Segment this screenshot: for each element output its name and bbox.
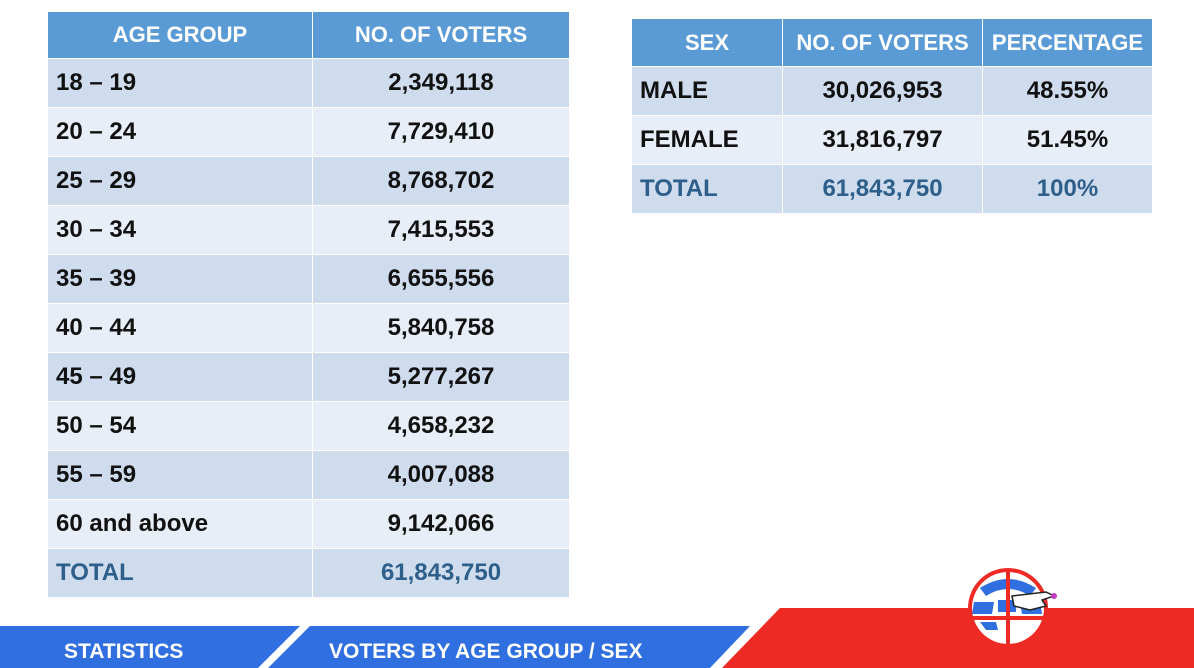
voters-cell: 5,840,758 bbox=[312, 303, 570, 353]
total-label: TOTAL bbox=[631, 164, 783, 214]
age-group-header: AGE GROUP bbox=[47, 11, 313, 59]
table-row: 25 – 29 8,768,702 bbox=[47, 156, 570, 206]
table-row: 60 and above 9,142,066 bbox=[47, 499, 570, 549]
table-row: 55 – 59 4,007,088 bbox=[47, 450, 570, 500]
table-row: 40 – 44 5,840,758 bbox=[47, 303, 570, 353]
table-row: 50 – 54 4,658,232 bbox=[47, 401, 570, 451]
sex-table-header-row: SEX NO. OF VOTERS PERCENTAGE bbox=[631, 18, 1153, 67]
age-group-table: AGE GROUP NO. OF VOTERS 18 – 19 2,349,11… bbox=[47, 11, 570, 598]
voters-cell: 9,142,066 bbox=[312, 499, 570, 549]
table-row: MALE 30,026,953 48.55% bbox=[631, 66, 1153, 116]
age-group-cell: 35 – 39 bbox=[47, 254, 313, 304]
table-row: FEMALE 31,816,797 51.45% bbox=[631, 115, 1153, 165]
table-row: 18 – 19 2,349,118 bbox=[47, 58, 570, 108]
banner-blue-band bbox=[0, 626, 750, 668]
total-voters: 61,843,750 bbox=[312, 548, 570, 598]
age-table-header-row: AGE GROUP NO. OF VOTERS bbox=[47, 11, 570, 59]
age-group-cell: 25 – 29 bbox=[47, 156, 313, 206]
voters-cell: 5,277,267 bbox=[312, 352, 570, 402]
total-percentage: 100% bbox=[982, 164, 1153, 214]
age-total-row: TOTAL 61,843,750 bbox=[47, 548, 570, 598]
table-row: 20 – 24 7,729,410 bbox=[47, 107, 570, 157]
table-row: 45 – 49 5,277,267 bbox=[47, 352, 570, 402]
age-group-cell: 20 – 24 bbox=[47, 107, 313, 157]
voters-cell: 4,658,232 bbox=[312, 401, 570, 451]
total-voters: 61,843,750 bbox=[782, 164, 983, 214]
percentage-header: PERCENTAGE bbox=[982, 18, 1153, 67]
age-group-cell: 55 – 59 bbox=[47, 450, 313, 500]
voters-cell: 4,007,088 bbox=[312, 450, 570, 500]
voters-cell: 7,729,410 bbox=[312, 107, 570, 157]
total-label: TOTAL bbox=[47, 548, 313, 598]
percentage-cell: 51.45% bbox=[982, 115, 1153, 165]
voters-cell: 31,816,797 bbox=[782, 115, 983, 165]
banner-red-band bbox=[722, 608, 1194, 668]
sex-table: SEX NO. OF VOTERS PERCENTAGE MALE 30,026… bbox=[631, 18, 1153, 214]
age-group-cell: 18 – 19 bbox=[47, 58, 313, 108]
sex-header: SEX bbox=[631, 18, 783, 67]
age-group-cell: 40 – 44 bbox=[47, 303, 313, 353]
footer-banner bbox=[0, 608, 1194, 668]
voters-cell: 30,026,953 bbox=[782, 66, 983, 116]
sex-total-row: TOTAL 61,843,750 100% bbox=[631, 164, 1153, 214]
table-row: 30 – 34 7,415,553 bbox=[47, 205, 570, 255]
age-group-cell: 30 – 34 bbox=[47, 205, 313, 255]
percentage-cell: 48.55% bbox=[982, 66, 1153, 116]
banner-divider-stripe bbox=[258, 626, 310, 668]
table-row: 35 – 39 6,655,556 bbox=[47, 254, 570, 304]
age-group-cell: 50 – 54 bbox=[47, 401, 313, 451]
voters-cell: 7,415,553 bbox=[312, 205, 570, 255]
voters-cell: 8,768,702 bbox=[312, 156, 570, 206]
age-voters-header: NO. OF VOTERS bbox=[312, 11, 570, 59]
voters-cell: 6,655,556 bbox=[312, 254, 570, 304]
age-group-cell: 60 and above bbox=[47, 499, 313, 549]
section-label: STATISTICS bbox=[64, 640, 184, 663]
page-title: VOTERS BY AGE GROUP / SEX bbox=[329, 640, 643, 663]
globe-ballot-hand-icon bbox=[968, 568, 1057, 648]
age-group-cell: 45 – 49 bbox=[47, 352, 313, 402]
sex-cell: MALE bbox=[631, 66, 783, 116]
sex-cell: FEMALE bbox=[631, 115, 783, 165]
voters-cell: 2,349,118 bbox=[312, 58, 570, 108]
sex-voters-header: NO. OF VOTERS bbox=[782, 18, 983, 67]
